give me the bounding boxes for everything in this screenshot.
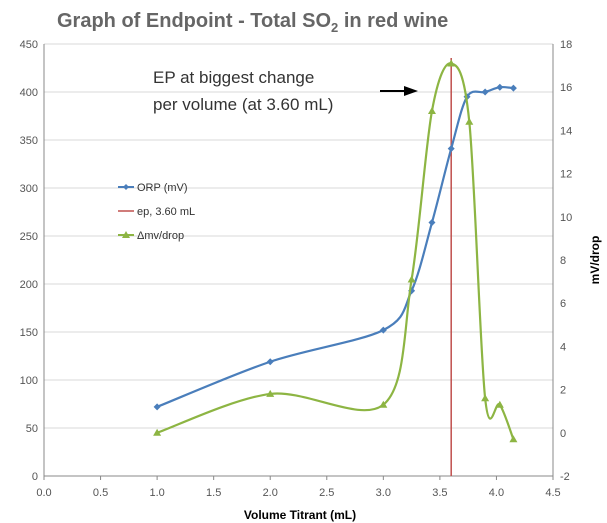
- data-point: [266, 358, 274, 366]
- y2-tick-label: 6: [560, 298, 566, 310]
- y2-tick-label: 12: [560, 169, 572, 181]
- y2-axis-title: mV/drop: [588, 236, 602, 285]
- y-tick-label: 200: [20, 279, 38, 291]
- x-tick-label: 1.0: [149, 487, 164, 499]
- y-tick-labels: 0 50 100 150 200 250 300 350 400 450: [20, 39, 38, 483]
- data-point: [509, 84, 517, 92]
- chart-title-main: Graph of Endpoint - Total SO: [57, 10, 331, 32]
- y-tick-label: 0: [32, 471, 38, 483]
- y2-tick-label: 0: [560, 428, 566, 440]
- series-line: [156, 62, 515, 440]
- data-point: [427, 106, 436, 114]
- data-point: [153, 428, 162, 436]
- data-point: [407, 275, 416, 283]
- x-tick-label: 4.0: [489, 487, 504, 499]
- x-tick-label: 0.5: [93, 487, 108, 499]
- data-point: [447, 59, 456, 67]
- data-point: [428, 219, 436, 227]
- data-point: [379, 326, 387, 334]
- y-tick-label: 350: [20, 135, 38, 147]
- annotation-line-2: per volume (at 3.60 mL): [153, 95, 333, 114]
- y-tick-label: 100: [20, 375, 38, 387]
- x-tick-label: 0.0: [36, 487, 51, 499]
- series-1: [153, 59, 518, 443]
- y2-tick-label: 4: [560, 341, 566, 353]
- legend-item-orp: ORP (mV): [118, 182, 188, 194]
- data-point: [496, 83, 504, 91]
- legend-label-orp: ORP (mV): [137, 182, 188, 194]
- y2-tick-label: 2: [560, 385, 566, 397]
- y2-tick-label: 18: [560, 39, 572, 51]
- y2-tick-label: 14: [560, 125, 572, 137]
- x-axis-title: Volume Titrant (mL): [244, 508, 356, 522]
- data-point: [495, 400, 504, 408]
- legend-label-ep: ep, 3.60 mL: [137, 206, 195, 218]
- y2-tick-label: 16: [560, 82, 572, 94]
- y2-tick-label: -2: [560, 471, 570, 483]
- axes: [43, 44, 554, 480]
- data-point: [379, 400, 388, 408]
- chart-title: Graph of Endpoint - Total SO2 in red win…: [57, 10, 448, 35]
- x-tick-label: 3.0: [376, 487, 391, 499]
- legend-label-dmv: Δmv/drop: [137, 230, 184, 242]
- x-tick-label: 2.0: [263, 487, 278, 499]
- chart-title-subscript: 2: [331, 20, 338, 35]
- series-0: [153, 83, 517, 411]
- data-point: [266, 389, 275, 397]
- data-point: [481, 394, 490, 402]
- y-tick-label: 150: [20, 327, 38, 339]
- plot-area: [153, 58, 518, 476]
- x-tick-label: 2.5: [319, 487, 334, 499]
- y-tick-label: 300: [20, 183, 38, 195]
- data-point: [465, 117, 474, 125]
- annotation-arrow: [380, 86, 418, 96]
- y2-tick-label: 8: [560, 255, 566, 267]
- y2-tick-labels: -2 0 2 4 6 8 10 12 14 16 18: [560, 39, 572, 483]
- x-tick-labels: 0.0 0.5 1.0 1.5 2.0 2.5 3.0 3.5 4.0 4.5: [36, 487, 560, 499]
- legend-item-ep: ep, 3.60 mL: [118, 206, 195, 218]
- y2-tick-label: 10: [560, 212, 572, 224]
- x-tick-label: 3.5: [432, 487, 447, 499]
- data-point: [447, 145, 455, 153]
- x-tick-label: 4.5: [545, 487, 560, 499]
- legend: ORP (mV) ep, 3.60 mL Δmv/drop: [118, 182, 195, 242]
- chart-title-end: in red wine: [338, 10, 448, 32]
- annotation-line-1: EP at biggest change: [153, 68, 314, 87]
- data-point: [481, 88, 489, 96]
- legend-item-dmv: Δmv/drop: [118, 230, 184, 242]
- series-line: [156, 85, 514, 408]
- y-tick-label: 450: [20, 39, 38, 51]
- x-tick-label: 1.5: [206, 487, 221, 499]
- data-point: [153, 403, 161, 411]
- y-tick-label: 250: [20, 231, 38, 243]
- data-point: [509, 435, 518, 443]
- y-tick-label: 50: [26, 423, 38, 435]
- y-tick-label: 400: [20, 87, 38, 99]
